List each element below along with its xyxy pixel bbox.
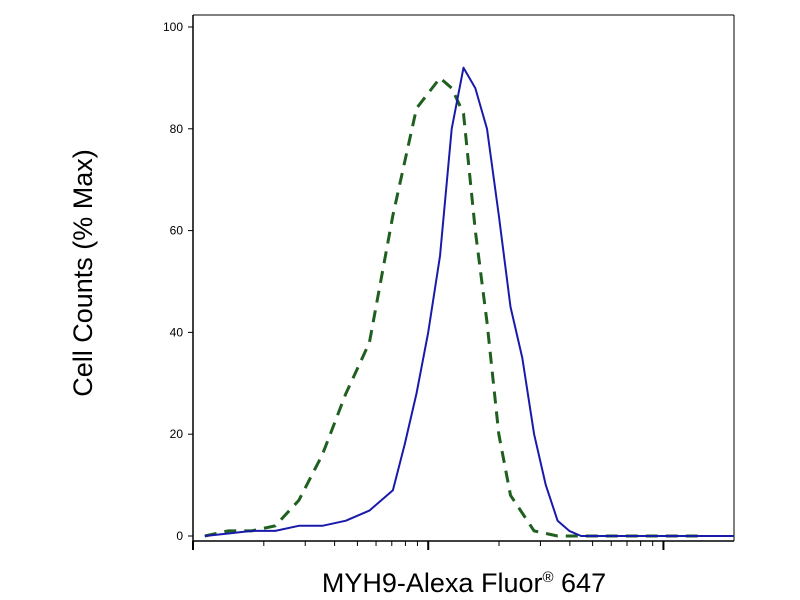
series-group — [204, 66, 734, 538]
x-axis-title-main: MYH9-Alexa Fluor — [322, 568, 543, 598]
x-axis-title-superscript: ® — [542, 569, 553, 586]
y-tick-label: 100 — [163, 20, 183, 34]
plot-frame — [192, 14, 735, 542]
y-tick-label: 80 — [170, 122, 184, 136]
y-tick-label: 0 — [176, 529, 183, 543]
y-axis-title: Cell Counts (% Max) — [68, 149, 98, 397]
sample-histogram-line — [204, 66, 734, 537]
y-tick-label: 60 — [170, 224, 184, 238]
x-axis-title: MYH9-Alexa Fluor® 647 — [322, 568, 606, 598]
x-ticks — [192, 541, 665, 550]
y-tick-label: 20 — [170, 427, 184, 441]
control-histogram-line — [204, 76, 699, 538]
y-tick-label: 40 — [170, 325, 184, 339]
x-axis-title-suffix: 647 — [554, 568, 607, 598]
y-ticks: 0 20 40 60 80 100 — [163, 20, 193, 543]
